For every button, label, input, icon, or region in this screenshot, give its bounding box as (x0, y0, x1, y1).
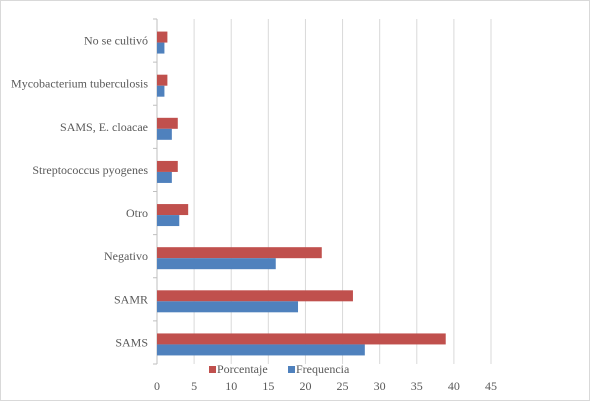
x-tick-label: 40 (448, 379, 460, 393)
legend-swatch-frequencia (288, 366, 295, 373)
legend-swatch-porcentaje (209, 366, 216, 373)
category-label: SAMS (115, 335, 148, 349)
bar-porcentaje (157, 74, 168, 86)
bar-porcentaje (157, 31, 168, 43)
category-label: Negativo (104, 249, 148, 263)
bar-porcentaje (157, 247, 322, 259)
bar-frequencia (157, 85, 165, 97)
category-label: SAMR (114, 292, 148, 306)
bar-frequencia (157, 171, 172, 183)
bar-porcentaje (157, 204, 189, 216)
x-tick-label: 35 (411, 379, 423, 393)
x-tick-label: 25 (337, 379, 349, 393)
bar-porcentaje (157, 333, 446, 345)
category-label: No se cultivó (84, 34, 148, 48)
category-label: Mycobacterium tuberculosis (11, 77, 148, 91)
bar-frequencia (157, 128, 172, 140)
category-label: SAMS, E. cloacae (60, 120, 148, 134)
x-tick-label: 5 (191, 379, 197, 393)
legend-label-frequencia: Frequencia (296, 362, 350, 376)
x-tick-label: 20 (299, 379, 311, 393)
bar-frequencia (157, 215, 180, 227)
x-tick-label: 0 (154, 379, 160, 393)
category-label: Otro (126, 206, 148, 220)
bar-frequencia (157, 258, 276, 270)
bar-porcentaje (157, 117, 178, 129)
legend-label-porcentaje: Porcentaje (217, 362, 268, 376)
category-label: Streptococcus pyogenes (32, 163, 148, 177)
bar-frequencia (157, 344, 365, 356)
x-tick-label: 10 (225, 379, 237, 393)
x-tick-label: 30 (374, 379, 386, 393)
bar-porcentaje (157, 290, 353, 302)
x-tick-label: 45 (485, 379, 497, 393)
bar-frequencia (157, 301, 299, 313)
bar-porcentaje (157, 160, 178, 172)
bar-frequencia (157, 42, 165, 54)
x-tick-label: 15 (262, 379, 274, 393)
